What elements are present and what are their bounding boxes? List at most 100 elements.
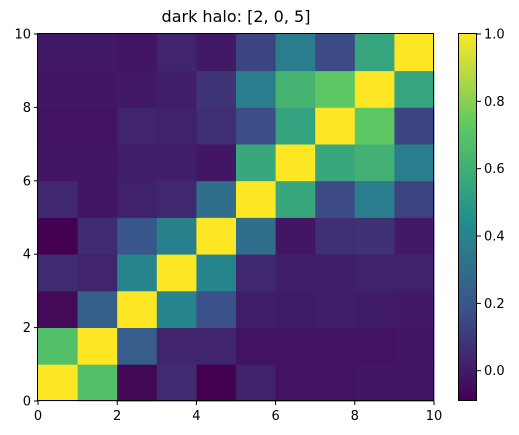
heatmap-cell bbox=[394, 327, 435, 365]
colorbar-tick-label: 0.6 bbox=[484, 162, 505, 177]
y-tick-label: 4 bbox=[23, 248, 31, 263]
heatmap-cell bbox=[394, 70, 435, 108]
heatmap-cell bbox=[275, 327, 316, 365]
colorbar-tick-label: 0.0 bbox=[484, 364, 505, 379]
heatmap-cell bbox=[275, 107, 316, 145]
heatmap-cell bbox=[394, 290, 435, 328]
heatmap-cell bbox=[354, 254, 395, 292]
heatmap-cell bbox=[38, 70, 78, 108]
heatmap-cell bbox=[196, 217, 237, 255]
heatmap-cell bbox=[156, 34, 197, 72]
heatmap-cell bbox=[354, 34, 395, 72]
heatmap-cell bbox=[196, 364, 237, 402]
heatmap-cell bbox=[315, 364, 356, 402]
colorbar-tick-label: 0.8 bbox=[484, 95, 505, 110]
heatmap-cell bbox=[275, 144, 316, 182]
heatmap-cell bbox=[196, 254, 237, 292]
heatmap-cell bbox=[196, 180, 237, 218]
heatmap-cell bbox=[354, 364, 395, 402]
heatmap-cell bbox=[236, 327, 276, 365]
x-tick-label: 6 bbox=[271, 409, 279, 424]
heatmap-cell bbox=[394, 34, 435, 72]
heatmap-cell bbox=[77, 144, 118, 182]
heatmap-cell bbox=[117, 107, 158, 145]
heatmap-cell bbox=[156, 290, 197, 328]
heatmap-cell bbox=[117, 217, 158, 255]
heatmap-cell bbox=[38, 217, 78, 255]
heatmap-cell bbox=[394, 180, 435, 218]
heatmap-cell bbox=[38, 364, 78, 402]
heatmap-cells bbox=[38, 34, 435, 402]
heatmap-cell bbox=[236, 34, 276, 72]
x-tick-label: 0 bbox=[34, 409, 42, 424]
x-tick-label: 8 bbox=[351, 409, 359, 424]
heatmap-cell bbox=[77, 290, 118, 328]
colorbar-tick-label: 1.0 bbox=[484, 28, 505, 43]
heatmap-cell bbox=[38, 107, 78, 145]
heatmap-cell bbox=[236, 217, 276, 255]
heatmap-cell bbox=[77, 254, 118, 292]
heatmap-cell bbox=[354, 290, 395, 328]
heatmap-cell bbox=[77, 364, 118, 402]
heatmap-cell bbox=[196, 34, 237, 72]
x-axis: 0 2 4 6 8 10 bbox=[34, 401, 442, 424]
heatmap-cell bbox=[196, 327, 237, 365]
heatmap-cell bbox=[196, 290, 237, 328]
y-tick-label: 6 bbox=[23, 174, 31, 189]
heatmap-cell bbox=[196, 70, 237, 108]
y-tick-label: 10 bbox=[14, 28, 31, 43]
heatmap-cell bbox=[236, 254, 276, 292]
heatmap-cell bbox=[354, 144, 395, 182]
heatmap-cell bbox=[394, 107, 435, 145]
y-tick-label: 8 bbox=[23, 101, 31, 116]
heatmap-cell bbox=[117, 144, 158, 182]
heatmap-cell bbox=[117, 290, 158, 328]
x-tick-label: 2 bbox=[113, 409, 121, 424]
heatmap-cell bbox=[117, 34, 158, 72]
heatmap-cell bbox=[117, 364, 158, 402]
x-tick-label: 10 bbox=[426, 409, 443, 424]
heatmap-cell bbox=[394, 254, 435, 292]
heatmap-cell bbox=[236, 70, 276, 108]
heatmap-cell bbox=[315, 217, 356, 255]
y-tick-label: 2 bbox=[23, 321, 31, 336]
heatmap-cell bbox=[275, 217, 316, 255]
heatmap-cell bbox=[156, 217, 197, 255]
heatmap-cell bbox=[77, 180, 118, 218]
colorbar-axis: 0.0 0.2 0.4 0.6 0.8 1.0 bbox=[477, 28, 505, 379]
heatmap-cell bbox=[275, 70, 316, 108]
heatmap-cell bbox=[315, 327, 356, 365]
heatmap-cell bbox=[236, 290, 276, 328]
heatmap-cell bbox=[394, 144, 435, 182]
heatmap-cell bbox=[117, 70, 158, 108]
heatmap-cell bbox=[156, 364, 197, 402]
heatmap-cell bbox=[275, 254, 316, 292]
heatmap-cell bbox=[156, 254, 197, 292]
heatmap-cell bbox=[117, 180, 158, 218]
heatmap-cell bbox=[156, 180, 197, 218]
heatmap-cell bbox=[236, 107, 276, 145]
heatmap-cell bbox=[236, 364, 276, 402]
heatmap-cell bbox=[315, 34, 356, 72]
heatmap-cell bbox=[196, 107, 237, 145]
heatmap-cell bbox=[38, 180, 78, 218]
heatmap-cell bbox=[354, 180, 395, 218]
heatmap-cell bbox=[315, 70, 356, 108]
heatmap-cell bbox=[77, 34, 118, 72]
heatmap-cell bbox=[354, 327, 395, 365]
heatmap-cell bbox=[394, 364, 435, 402]
heatmap-cell bbox=[38, 254, 78, 292]
colorbar bbox=[458, 33, 477, 401]
heatmap-cell bbox=[117, 327, 158, 365]
heatmap-cell bbox=[354, 107, 395, 145]
heatmap-cell bbox=[354, 70, 395, 108]
heatmap-cell bbox=[354, 217, 395, 255]
colorbar-tick-label: 0.2 bbox=[484, 297, 505, 312]
heatmap-cell bbox=[196, 144, 237, 182]
heatmap-cell bbox=[315, 144, 356, 182]
heatmap-cell bbox=[38, 34, 78, 72]
heatmap-cell bbox=[275, 364, 316, 402]
y-tick-label: 0 bbox=[23, 395, 31, 410]
heatmap-cell bbox=[315, 290, 356, 328]
